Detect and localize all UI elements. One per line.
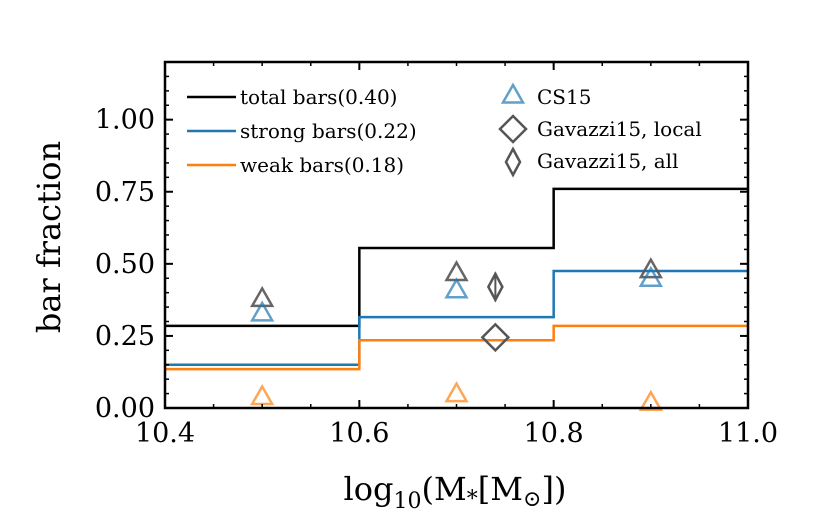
cs15-total-marker [250, 285, 275, 308]
legend-label-total: total bars(0.40) [240, 85, 397, 109]
x-tick-label: 10.6 [329, 418, 389, 449]
cs15-strong-marker [444, 277, 469, 299]
legend: total bars(0.40) strong bars(0.22) weak ba… [187, 82, 702, 178]
x-axis-label: log10(M*[M⊙]) [344, 470, 567, 514]
y-tick-label: 1.00 [95, 105, 155, 136]
legend-gavazzi-local-marker [498, 114, 528, 144]
y-tick-label: 0.50 [95, 249, 155, 280]
legend-label-gavazzi-all: Gavazzi15, all [537, 149, 678, 173]
x-tick-label: 10.8 [524, 418, 584, 449]
cs15-weak-marker [250, 383, 275, 406]
cs15-weak-marker [444, 381, 469, 403]
legend-label-gavazzi-local: Gavazzi15, local [537, 117, 702, 141]
y-tick-label: 0.00 [95, 393, 155, 424]
x-tick-label: 11.0 [718, 418, 778, 449]
x-tick-label: 10.4 [135, 418, 195, 449]
plot-frame [163, 60, 750, 410]
legend-label-cs15: CS15 [537, 85, 591, 109]
step-line-weak [165, 324, 748, 371]
cs15-strong-marker [250, 300, 275, 322]
legend-label-weak: weak bars(0.18) [240, 153, 404, 177]
gavazzi-local-marker [480, 322, 511, 353]
y-tick-label: 0.25 [95, 321, 155, 352]
y-tick-label: 0.75 [95, 177, 155, 208]
y-axis-label: bar fraction [30, 141, 68, 333]
plot-area [165, 187, 748, 411]
axes: 10.4 10.6 10.8 11.0 0.00 0.25 0.50 0.75 1.00 [95, 60, 778, 449]
step-line-strong [165, 269, 748, 366]
cs15-weak-marker [638, 389, 663, 411]
legend-label-strong: strong bars(0.22) [240, 119, 417, 143]
cs15-strong-marker [638, 265, 663, 287]
legend-cs15-marker [500, 82, 526, 104]
step-line-total [165, 187, 748, 328]
cs15-total-marker [638, 257, 663, 279]
gavazzi-all-marker [486, 271, 504, 303]
legend-gavazzi-all-marker [504, 146, 522, 178]
